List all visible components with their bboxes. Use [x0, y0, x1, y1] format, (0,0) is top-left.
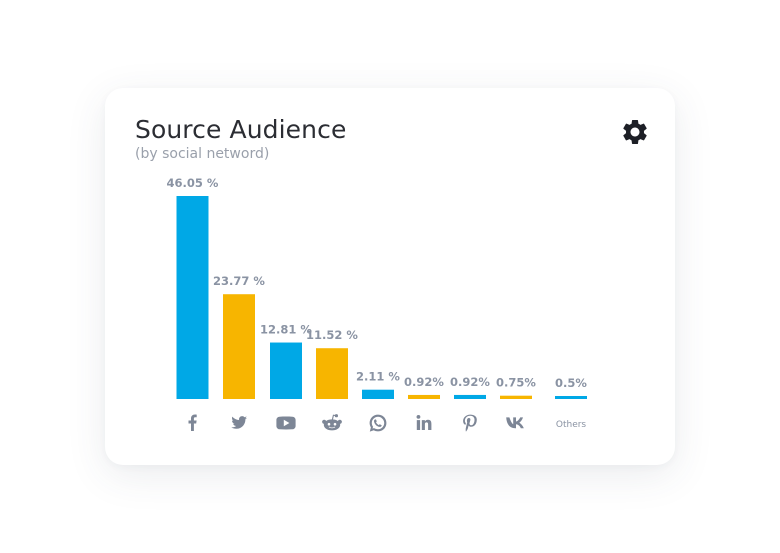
others-category-label: Others	[556, 420, 587, 430]
value-label-youtube: 12.81 %	[260, 323, 312, 337]
value-label-whatsapp: 2.11 %	[356, 370, 400, 384]
vk-icon	[506, 417, 524, 429]
value-label-vk: 0.75%	[496, 376, 536, 390]
bar-linkedin	[408, 394, 440, 399]
bar-vk	[500, 395, 532, 399]
category-icons-group: Others	[188, 414, 587, 432]
value-label-linkedin: 0.92%	[404, 375, 444, 389]
bar-facebook	[176, 196, 209, 399]
gear-icon[interactable]	[620, 117, 650, 147]
bar-reddit	[316, 348, 348, 399]
bar-whatsapp	[362, 389, 394, 399]
value-label-pinterest: 0.92%	[450, 375, 490, 389]
whatsapp-icon	[369, 414, 387, 432]
bar-youtube	[270, 342, 302, 399]
linkedin-icon	[416, 415, 432, 430]
twitter-icon	[231, 416, 247, 429]
value-label-facebook: 46.05 %	[167, 176, 219, 190]
bars-group	[176, 196, 587, 399]
reddit-icon	[322, 414, 342, 431]
card-subtitle: (by social netword)	[135, 146, 270, 162]
card-title: Source Audience	[135, 115, 347, 144]
value-label-twitter: 23.77 %	[213, 274, 265, 288]
facebook-icon	[188, 414, 197, 431]
youtube-icon	[276, 416, 296, 430]
value-label-others: 0.5%	[555, 376, 587, 390]
value-labels-group: 46.05 % 23.77 % 12.81 %11.52 % 2.11 % 0.92% 0…	[167, 176, 588, 390]
others-text: Others	[556, 420, 587, 430]
bar-pinterest	[454, 394, 486, 399]
bar-twitter	[223, 294, 255, 399]
value-label-reddit: 11.52 %	[306, 328, 358, 342]
bar-others	[555, 396, 587, 399]
pinterest-icon	[463, 414, 477, 432]
